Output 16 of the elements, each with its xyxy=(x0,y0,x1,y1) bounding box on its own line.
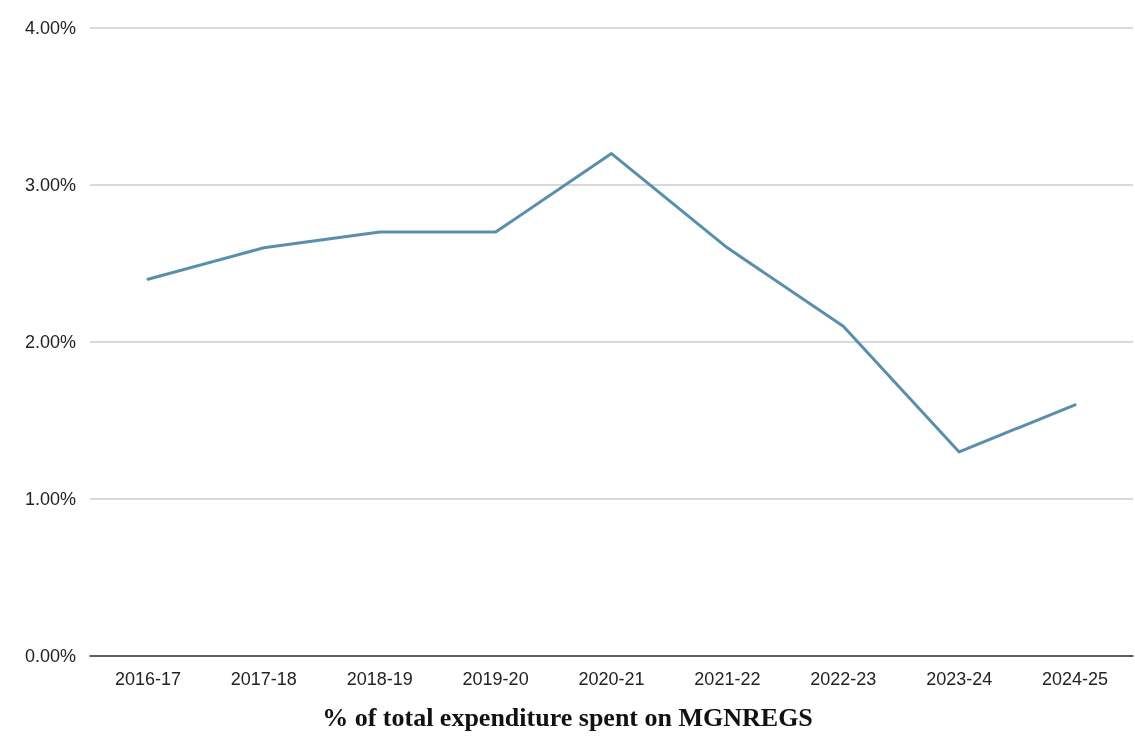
x-tick-label: 2017-18 xyxy=(230,669,297,689)
y-tick-label: 2.00% xyxy=(24,332,76,352)
y-tick-label: 1.00% xyxy=(24,489,76,509)
x-tick-label: 2018-19 xyxy=(346,669,413,689)
y-tick-label: 0.00% xyxy=(24,646,76,666)
x-tick-label: 2016-17 xyxy=(114,669,181,689)
x-tick-label: 2020-21 xyxy=(578,669,645,689)
y-tick-label: 3.00% xyxy=(24,175,76,195)
y-tick-label: 4.00% xyxy=(24,18,76,38)
x-tick-label: 2024-25 xyxy=(1042,669,1109,689)
text: % of total expenditure spent on MGNREGS xyxy=(322,702,813,732)
x-tick-label: 2021-22 xyxy=(694,669,761,689)
x-tick-label: 2019-20 xyxy=(462,669,529,689)
x-tick-label: 2022-23 xyxy=(810,669,877,689)
line-series xyxy=(146,152,1077,454)
x-tick-label: 2023-24 xyxy=(926,669,993,689)
